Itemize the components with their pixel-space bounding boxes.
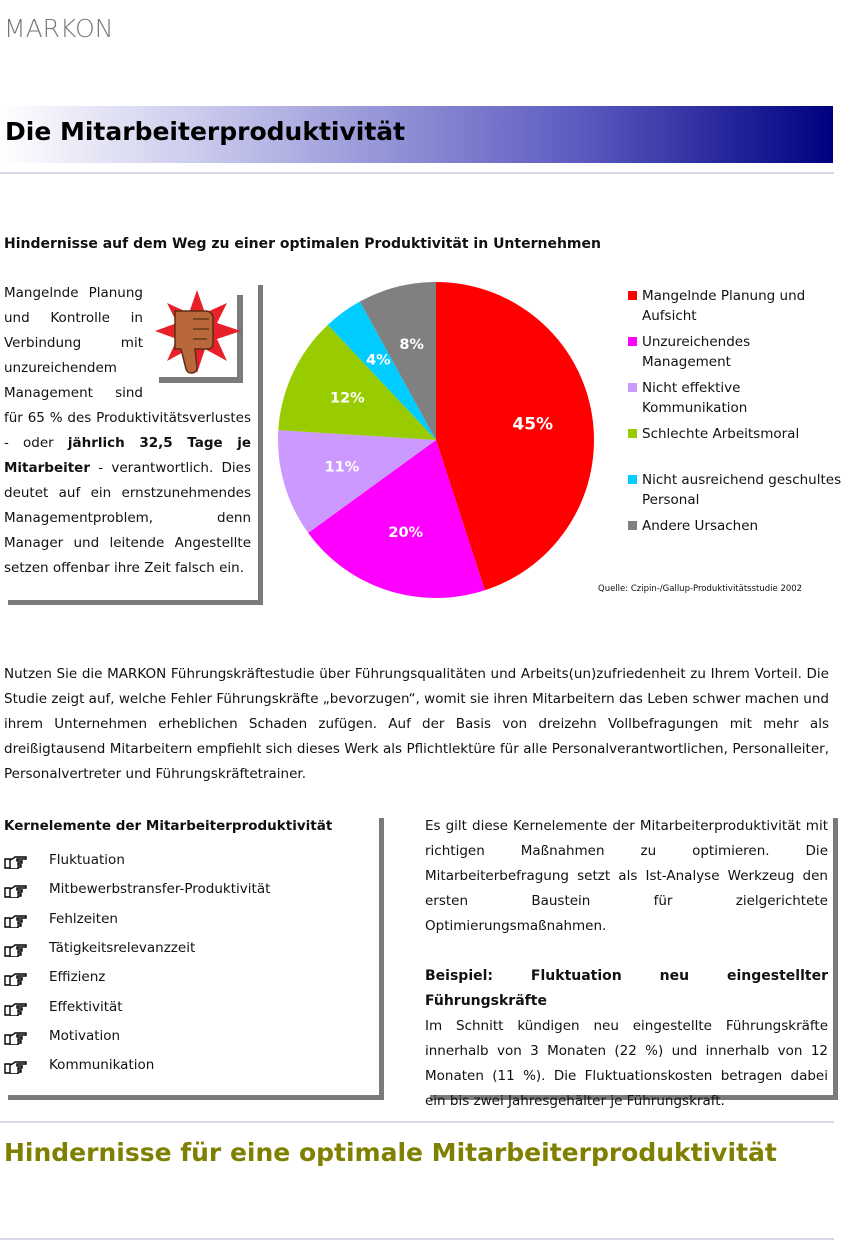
list-label: Motivation: [49, 1027, 121, 1044]
list-label: Effizienz: [49, 969, 106, 986]
list-item: Mitbewerbstransfer-Produktivität: [4, 881, 364, 903]
legend-label: Schlechte Arbeitsmoral: [642, 426, 800, 442]
pie-slice: [436, 282, 594, 591]
page-title: Die Mitarbeiterproduktivität: [5, 117, 406, 146]
legend-item: Mangelnde Planung und Aufsicht: [628, 286, 842, 326]
legend-swatch: [628, 383, 637, 392]
hand-shape: [4, 914, 27, 928]
example-title: Beispiel: Fluktuation neu eingestellter …: [425, 968, 828, 1009]
thumb-down-icon: [155, 290, 243, 383]
section-heading: Hindernisse auf dem Weg zu einer optimal…: [4, 236, 601, 252]
legend: Mangelnde Planung und Aufsicht Unzureiche…: [628, 286, 841, 546]
hand-shape: [4, 1032, 27, 1045]
legend-item: Nicht ausreichend geschultes Personal: [628, 470, 842, 510]
list: Fluktuation Mitbewerbstransfer-Produktivi…: [4, 852, 364, 1092]
hand-shape: [4, 856, 27, 869]
legend-swatch: [628, 475, 637, 484]
pie-chart: 45% 20% 11% 12% 4% 8%: [278, 282, 594, 598]
legend-item: Andere Ursachen: [628, 516, 842, 536]
callout-part: - verantwortlich. Dies deutet auf ein er…: [4, 460, 251, 576]
box-shadow: [8, 600, 263, 605]
list-item: Tätigkeitsrelevanzzeit: [4, 940, 364, 962]
legend-item: Nicht effektive Kommunikation: [628, 378, 842, 418]
divider: [0, 172, 834, 174]
list-label: Mitbewerbstransfer-Produktivität: [49, 881, 271, 898]
intro-text: Nutzen Sie die MARKON Führungskräftestud…: [4, 666, 829, 782]
box-shadow: [430, 1095, 838, 1100]
hand-shape: [4, 1002, 27, 1016]
hand-shape: [4, 944, 27, 957]
legend-item: Unzureichendes Management: [628, 332, 842, 372]
pie-slice: [327, 301, 436, 440]
list-label: Fehlzeiten: [49, 910, 118, 927]
hand-icon: [4, 885, 27, 899]
list-item: Kommunikation: [4, 1057, 364, 1079]
box-shadow: [833, 818, 838, 1100]
hand-icon: [4, 856, 27, 869]
pie-slice: [278, 324, 436, 440]
data-label: 20%: [388, 525, 423, 541]
list-item: Fluktuation: [4, 852, 364, 874]
box-shadow: [379, 818, 384, 1100]
hand-shape: [4, 1061, 27, 1075]
hand-icon: [4, 973, 27, 987]
hand-icon: [4, 1032, 27, 1045]
callout-bold: jährlich 32,5 Tage je Mitarbeiter: [4, 435, 252, 476]
divider: [0, 1238, 834, 1240]
legend-label: Unzureichendes Management: [642, 334, 751, 370]
callout-text: Mangelnde Planung und Kontrolle in Verbi…: [4, 281, 251, 581]
icon-shadow: [237, 295, 243, 383]
pie-slice: [308, 440, 485, 598]
right-column: Es gilt diese Kernelemente der Mitarbeit…: [425, 814, 828, 1114]
list-label: Tätigkeitsrelevanzzeit: [49, 939, 196, 956]
pie-slice: [359, 282, 436, 440]
legend-label: Mangelnde Planung und Aufsicht: [642, 288, 806, 324]
pie-slice: [278, 430, 436, 533]
hand-shape: [4, 973, 27, 987]
list-label: Kommunikation: [49, 1057, 155, 1074]
legend-label: Nicht ausreichend geschultes Personal: [642, 472, 842, 508]
data-label: 11%: [325, 459, 360, 475]
thumb-fingers: [193, 318, 209, 340]
data-label: 8%: [399, 337, 424, 353]
list-item: Effektivität: [4, 999, 364, 1021]
legend-item: Schlechte Arbeitsmoral: [628, 424, 842, 444]
list-label: Effektivität: [49, 998, 123, 1015]
list-title: Kernelemente der Mitarbeiterproduktivitä…: [4, 818, 333, 834]
icon-box: [149, 281, 251, 385]
data-label: 4%: [366, 353, 391, 369]
data-label: 12%: [330, 390, 365, 406]
hand-icon: [4, 944, 27, 957]
hand-icon: [4, 1061, 27, 1075]
box-shadow: [258, 285, 263, 605]
legend-swatch: [628, 291, 637, 300]
box-shadow: [8, 1095, 384, 1100]
divider: [0, 1121, 834, 1123]
icon-shadow: [159, 377, 243, 383]
data-label: 45%: [512, 415, 553, 435]
footer-heading: Hindernisse für eine optimale Mitarbeite…: [4, 1138, 777, 1167]
legend-label: Andere Ursachen: [642, 518, 759, 534]
example-text: Im Schnitt kündigen neu eingestellte Füh…: [425, 1018, 828, 1109]
legend-label: Nicht effektive Kommunikation: [642, 380, 748, 416]
list-item: Motivation: [4, 1028, 364, 1050]
legend-swatch: [628, 337, 637, 346]
list-label: Fluktuation: [49, 852, 125, 868]
hand-icon: [4, 914, 27, 928]
legend-swatch: [628, 521, 637, 530]
hand-icon: [4, 1002, 27, 1016]
hand-shape: [4, 885, 27, 899]
list-item: Fehlzeiten: [4, 911, 364, 933]
title-banner: Die Mitarbeiterproduktivität: [0, 106, 833, 163]
logo: MARKON: [4, 14, 114, 43]
thumb: [174, 310, 214, 374]
list-item: Effizienz: [4, 969, 364, 991]
right-text: Es gilt diese Kernelemente der Mitarbeit…: [425, 818, 828, 934]
legend-swatch: [628, 429, 637, 438]
chart-source: Quelle: Czipin-/Gallup-Produktivitätsstu…: [598, 584, 803, 594]
callout-part: Mangelnde Planung und Kontrolle in Verbi…: [4, 285, 251, 451]
